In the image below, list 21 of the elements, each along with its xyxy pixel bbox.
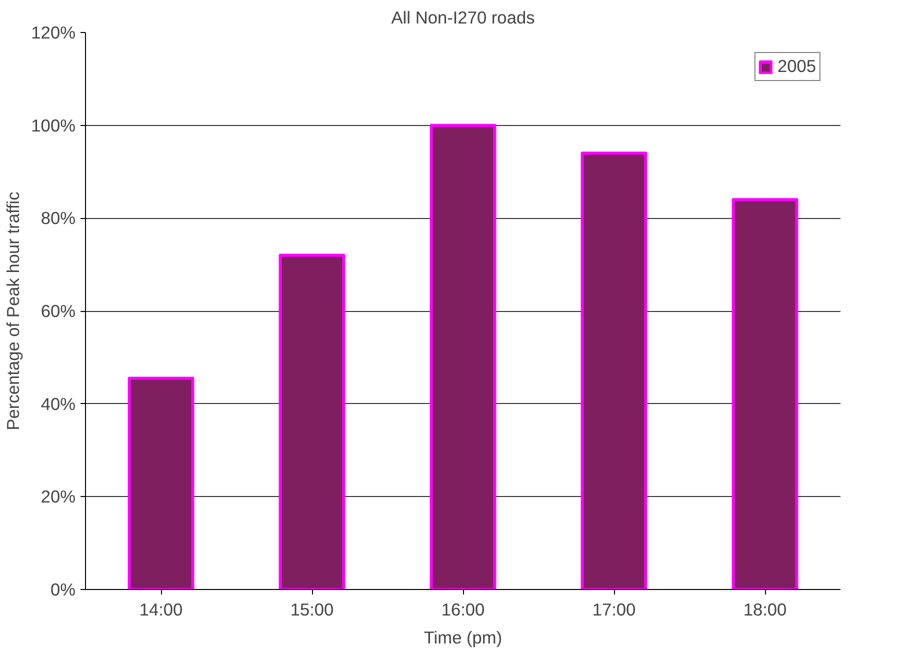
x-tick-label: 16:00 [441,600,485,620]
x-axis-title: Time (pm) [424,628,502,648]
chart-title: All Non-I270 roads [391,8,536,28]
bar [278,254,346,590]
bar [430,124,496,590]
y-tick-label: 100% [31,115,76,136]
y-tick-label: 0% [50,580,76,600]
y-tick-label: 80% [40,208,76,228]
x-tick-label: 18:00 [743,600,787,620]
bar [580,152,648,590]
y-tick-label: 120% [31,22,76,42]
y-axis-title: Percentage of Peak hour traffic [3,191,24,430]
bar [128,376,194,590]
legend-label: 2005 [777,56,816,77]
y-tick-label: 60% [40,301,76,321]
y-tick-label: 20% [40,486,76,507]
bar [732,198,798,590]
x-tick-label: 17:00 [592,600,636,620]
y-tick-label: 40% [40,394,76,414]
x-tick-label: 15:00 [290,600,334,620]
x-tick-label: 14:00 [139,600,183,620]
